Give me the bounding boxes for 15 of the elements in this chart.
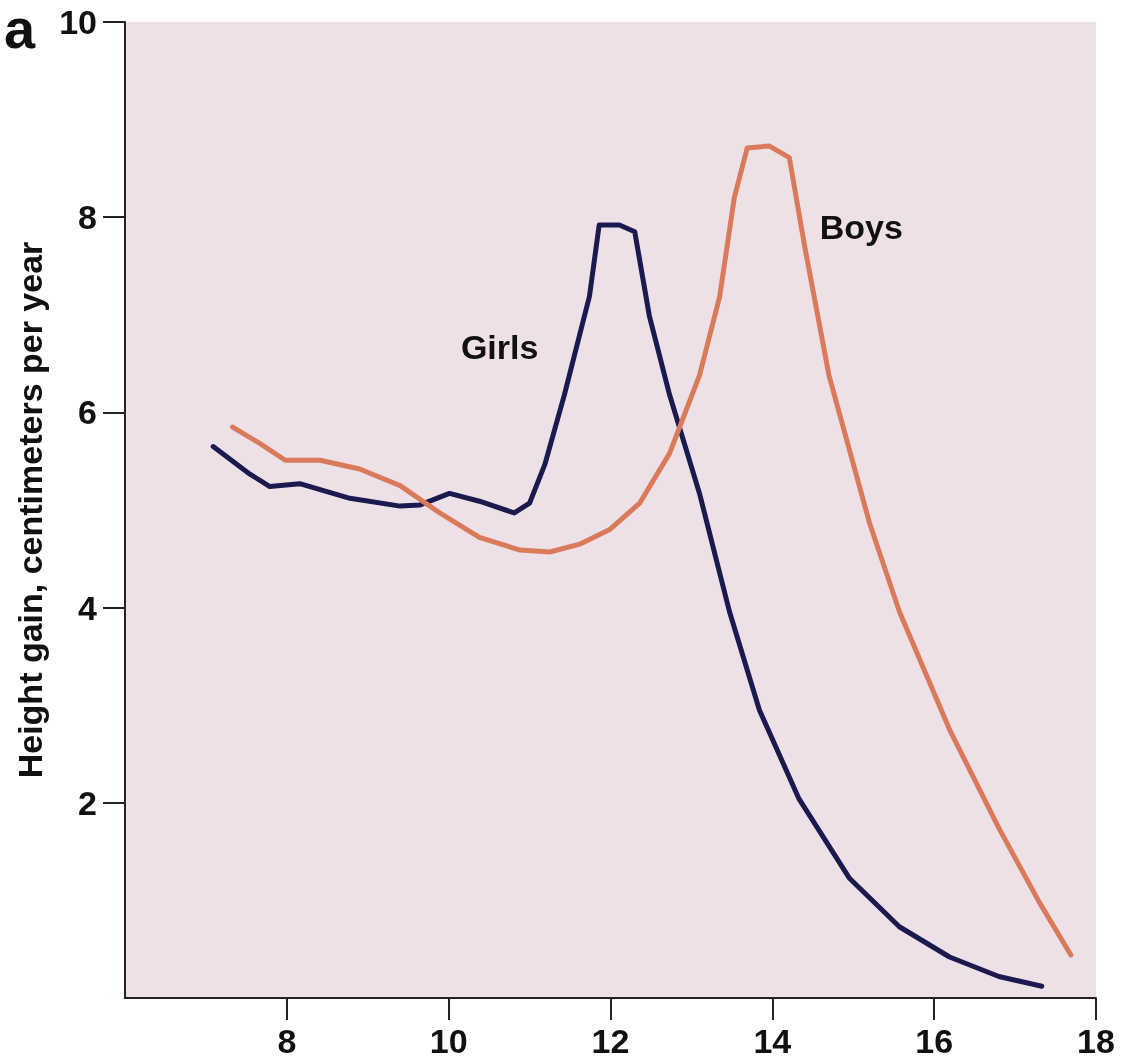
x-tick-label: 12 [591, 1022, 630, 1060]
x-tick-label: 10 [429, 1022, 468, 1060]
x-tick-label: 14 [753, 1022, 792, 1060]
series-label: Girls [460, 328, 539, 367]
y-axis-title: Height gain, centimeters per year [11, 241, 49, 779]
x-tick-label: 16 [915, 1022, 954, 1060]
x-tick-label: 8 [277, 1022, 297, 1060]
y-tick-label: 8 [78, 198, 97, 237]
y-tick-label: 4 [78, 588, 98, 627]
text: a [4, 0, 36, 60]
series-label: Boys [819, 207, 903, 246]
y-tick-label: 10 [59, 3, 97, 41]
y-tick-label: 6 [78, 393, 97, 432]
y-tick-label: 2 [78, 783, 97, 822]
x-tick-label: 18 [1077, 1022, 1115, 1060]
